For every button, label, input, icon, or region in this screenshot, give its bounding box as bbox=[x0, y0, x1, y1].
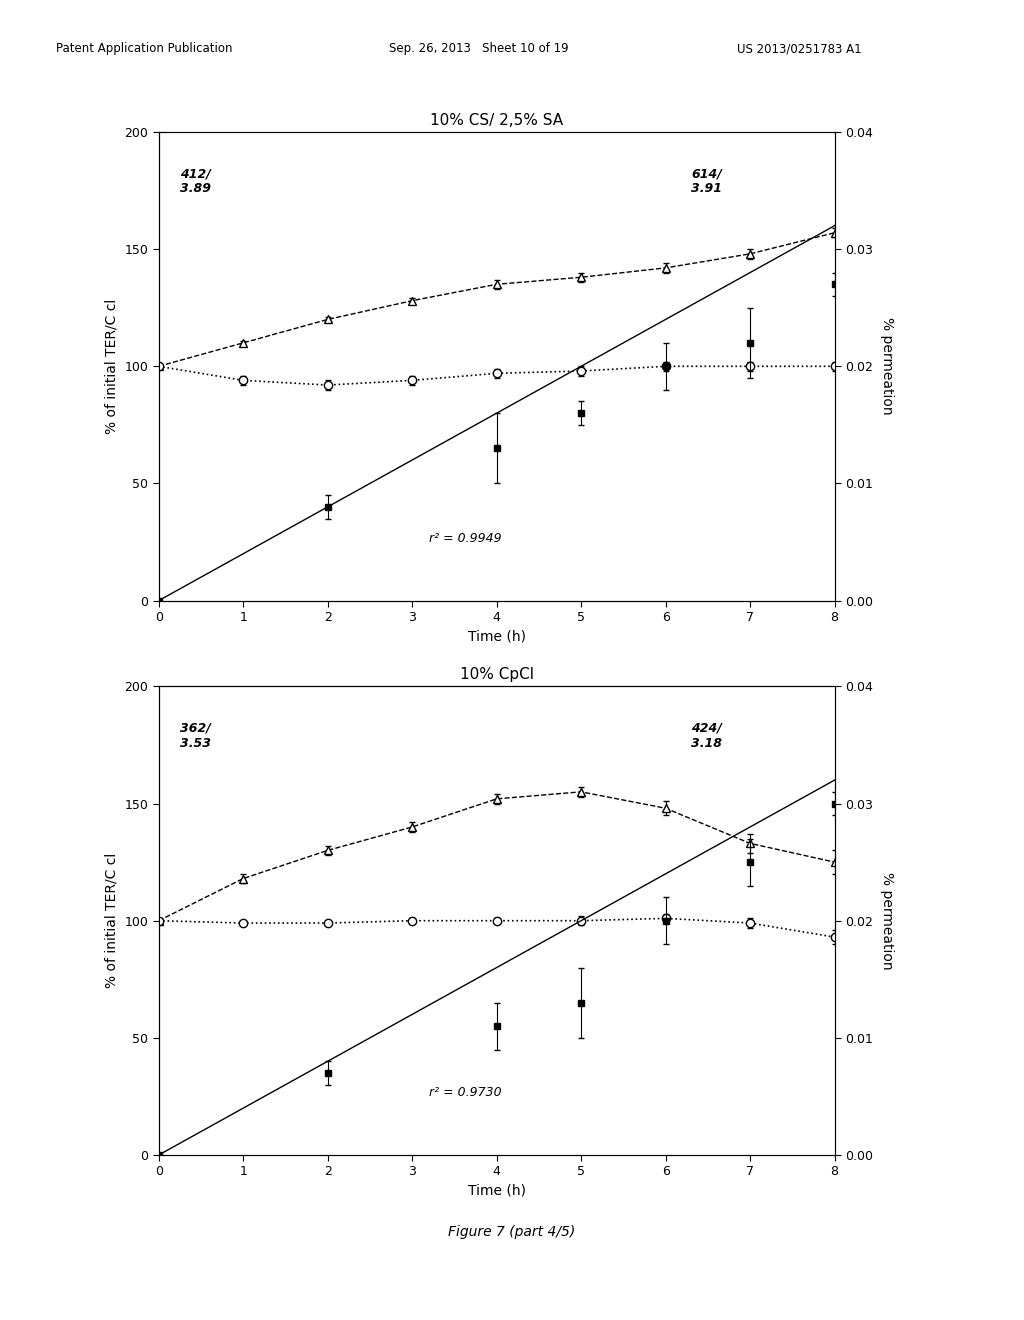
Title: 10% CpCl: 10% CpCl bbox=[460, 668, 534, 682]
Text: r² = 0.9949: r² = 0.9949 bbox=[429, 532, 502, 545]
Text: Sep. 26, 2013   Sheet 10 of 19: Sep. 26, 2013 Sheet 10 of 19 bbox=[389, 42, 568, 55]
Text: 362/
3.53: 362/ 3.53 bbox=[180, 722, 211, 750]
Y-axis label: % of initial TER/C cl: % of initial TER/C cl bbox=[104, 298, 119, 434]
X-axis label: Time (h): Time (h) bbox=[468, 630, 525, 644]
Text: US 2013/0251783 A1: US 2013/0251783 A1 bbox=[737, 42, 862, 55]
Title: 10% CS/ 2,5% SA: 10% CS/ 2,5% SA bbox=[430, 114, 563, 128]
Text: Patent Application Publication: Patent Application Publication bbox=[56, 42, 232, 55]
Text: Figure 7 (part 4/5): Figure 7 (part 4/5) bbox=[449, 1225, 575, 1239]
X-axis label: Time (h): Time (h) bbox=[468, 1184, 525, 1199]
Y-axis label: % permeation: % permeation bbox=[880, 873, 894, 969]
Text: 412/
3.89: 412/ 3.89 bbox=[180, 168, 211, 195]
Y-axis label: % of initial TER/C cl: % of initial TER/C cl bbox=[104, 853, 119, 989]
Text: 614/
3.91: 614/ 3.91 bbox=[691, 168, 722, 195]
Text: r² = 0.9730: r² = 0.9730 bbox=[429, 1086, 502, 1100]
Text: 424/
3.18: 424/ 3.18 bbox=[691, 722, 722, 750]
Y-axis label: % permeation: % permeation bbox=[880, 318, 894, 414]
